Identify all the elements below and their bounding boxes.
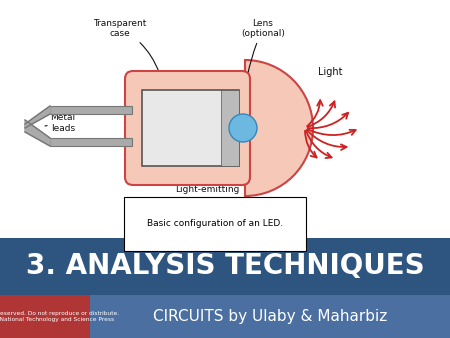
Bar [0, 0, 450, 238]
Text: 3. ANALYSIS TECHNIQUES: 3. ANALYSIS TECHNIQUES [26, 252, 424, 281]
Text: All rights reserved. Do not reproduce or distribute.
© 2013 National Technology : All rights reserved. Do not reproduce or… [0, 311, 120, 322]
Polygon shape [25, 106, 50, 128]
Text: CIRCUITS by Ulaby & Maharbiz: CIRCUITS by Ulaby & Maharbiz [153, 309, 387, 324]
Text: Transparent
case: Transparent case [93, 19, 159, 72]
FancyBboxPatch shape [125, 71, 250, 185]
Circle shape [229, 114, 257, 142]
Bar [90, 295, 450, 338]
Text: Light-emitting
semiconductor
diode: Light-emitting semiconductor diode [174, 185, 241, 218]
Text: Light: Light [318, 67, 342, 77]
Bar [50, 138, 132, 146]
Text: Lens
(optional): Lens (optional) [241, 19, 285, 109]
Bar [142, 90, 239, 166]
Text: Basic configuration of an LED.: Basic configuration of an LED. [147, 219, 283, 228]
Bar [50, 106, 132, 114]
Polygon shape [25, 120, 50, 146]
Bar [0, 295, 90, 338]
Bar [221, 90, 239, 166]
Text: Metal
leads: Metal leads [45, 113, 75, 133]
Wedge shape [245, 60, 313, 196]
